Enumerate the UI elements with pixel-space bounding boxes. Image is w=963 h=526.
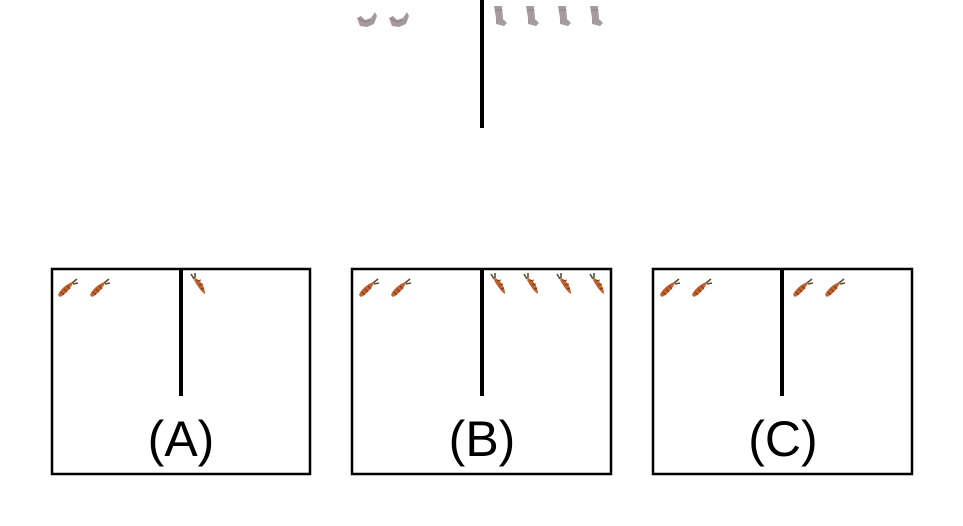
sock-icon [493, 5, 508, 27]
prompt-group [356, 0, 604, 128]
sock-icon [589, 5, 604, 27]
option-label: (A) [148, 411, 215, 467]
option-c[interactable]: (C) [651, 267, 914, 476]
option-b[interactable]: (B) [350, 267, 613, 476]
sock-icon [557, 5, 572, 27]
option-label: (C) [748, 411, 817, 467]
sock-icon [388, 11, 410, 28]
prompt-right-icons [493, 5, 604, 27]
prompt-left-icons [356, 11, 410, 28]
sock-icon [525, 5, 540, 27]
sock-icon [356, 11, 378, 28]
option-a[interactable]: (A) [50, 267, 312, 476]
option-label: (B) [449, 411, 516, 467]
